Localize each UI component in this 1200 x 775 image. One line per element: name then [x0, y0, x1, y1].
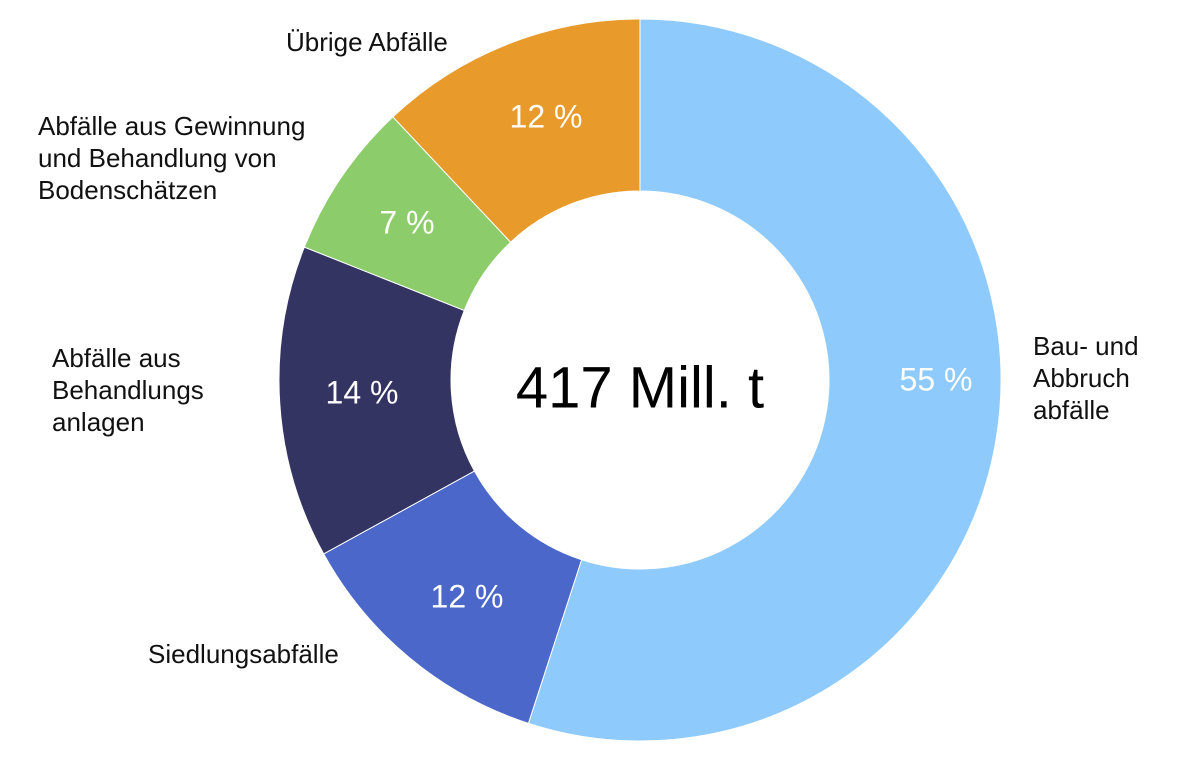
value-label-bodenschaetze: 7 % — [379, 204, 435, 241]
label-behandlungsanlagen: Abfälle aus Behandlungs anlagen — [52, 343, 204, 437]
donut-slice-2 — [278, 246, 476, 555]
donut-slice-4 — [392, 18, 641, 243]
value-label-siedlungsabfaelle: 12 % — [430, 578, 504, 615]
label-bau-abbruch: Bau- und Abbruch abfälle — [1033, 331, 1139, 425]
donut-slice-0 — [527, 18, 1002, 742]
value-label-uebrige: 12 % — [509, 98, 583, 135]
value-label-behandlungsanlagen: 14 % — [325, 374, 399, 411]
label-bodenschaetze: Abfälle aus Gewinnung und Behandlung von… — [38, 111, 306, 205]
value-label-bau-abbruch: 55 % — [899, 361, 973, 398]
label-siedlungsabfaelle: Siedlungsabfälle — [148, 639, 339, 669]
label-uebrige: Übrige Abfälle — [286, 27, 448, 57]
center-total-label: 417 Mill. t — [515, 355, 765, 421]
donut-slice-1 — [322, 470, 583, 724]
